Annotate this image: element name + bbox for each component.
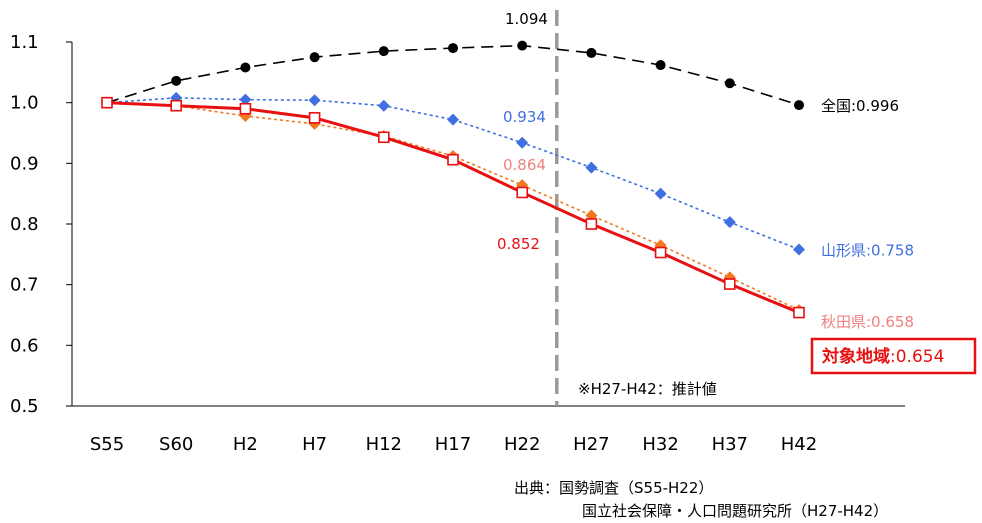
series-line-0 bbox=[106, 44, 800, 106]
y-tick-label: 0.6 bbox=[10, 335, 39, 356]
target-label-box bbox=[810, 337, 977, 375]
data-point bbox=[723, 278, 736, 290]
data-point bbox=[239, 93, 252, 106]
value-annotation: 0.864 bbox=[503, 156, 546, 174]
data-point bbox=[655, 60, 666, 71]
data-point bbox=[516, 186, 529, 199]
data-point bbox=[516, 136, 529, 149]
y-tick-label: 1.0 bbox=[10, 93, 39, 114]
end-label-akita: 秋田県:0.658 bbox=[821, 313, 914, 331]
target-label-value: :0.654 bbox=[890, 347, 944, 367]
data-point bbox=[793, 306, 805, 319]
x-tick-label: S55 bbox=[90, 434, 124, 455]
data-point bbox=[723, 216, 736, 229]
x-tick-label: S60 bbox=[159, 434, 193, 455]
data-point bbox=[448, 43, 458, 54]
x-tick-label: H7 bbox=[302, 434, 327, 455]
value-annotation: 0.852 bbox=[497, 235, 540, 253]
data-point bbox=[308, 112, 321, 124]
data-point bbox=[170, 99, 182, 112]
y-tick-label: 0.9 bbox=[10, 153, 39, 174]
data-point bbox=[239, 102, 252, 115]
y-tick-label: 0.5 bbox=[10, 396, 39, 417]
x-tick-label: H42 bbox=[781, 434, 817, 455]
x-tick-label: H37 bbox=[712, 434, 748, 455]
value-annotation: 1.094 bbox=[505, 10, 548, 28]
x-tick-label: H22 bbox=[504, 434, 540, 455]
projection-note: ※H27-H42：推計値 bbox=[578, 380, 717, 398]
x-tick-label: H2 bbox=[233, 434, 258, 455]
data-point bbox=[447, 113, 459, 126]
end-label-yamagata: 山形県:0.758 bbox=[821, 241, 914, 259]
y-tick-label: 0.8 bbox=[10, 214, 39, 235]
x-tick-label: H27 bbox=[573, 434, 609, 455]
x-tick-label: H12 bbox=[366, 434, 402, 455]
x-tick-label: H32 bbox=[642, 434, 678, 455]
data-point bbox=[171, 75, 182, 86]
data-point bbox=[240, 62, 251, 73]
y-tick-label: 1.1 bbox=[10, 32, 39, 53]
data-point bbox=[308, 94, 321, 107]
end-label-target: 対象地域:0.654 bbox=[821, 346, 944, 367]
x-tick-label: H17 bbox=[435, 434, 471, 455]
data-point bbox=[517, 40, 528, 51]
data-point bbox=[793, 243, 805, 256]
data-point bbox=[377, 131, 390, 144]
series-line-2 bbox=[106, 101, 800, 311]
source-line-2: 国立社会保障・人口問題研究所（H27-H42） bbox=[582, 502, 888, 520]
target-label-name: 対象地域 bbox=[821, 346, 890, 367]
source-line-1: 出典：国勢調査（S55-H22） bbox=[514, 479, 713, 497]
end-label-national: 全国:0.996 bbox=[821, 97, 899, 115]
data-point bbox=[654, 246, 667, 259]
data-point bbox=[585, 218, 598, 230]
data-point bbox=[309, 52, 320, 63]
data-point bbox=[447, 153, 459, 166]
y-tick-label: 0.7 bbox=[10, 275, 39, 296]
series-line-1 bbox=[106, 97, 800, 251]
data-point bbox=[377, 99, 390, 112]
data-point bbox=[794, 100, 804, 111]
data-point bbox=[378, 46, 389, 57]
data-point bbox=[101, 96, 113, 109]
data-point bbox=[654, 187, 667, 200]
series-line-3 bbox=[106, 101, 800, 314]
data-point bbox=[585, 161, 598, 174]
value-annotation: 0.934 bbox=[503, 108, 546, 126]
data-point bbox=[586, 47, 597, 58]
data-point bbox=[724, 78, 735, 89]
